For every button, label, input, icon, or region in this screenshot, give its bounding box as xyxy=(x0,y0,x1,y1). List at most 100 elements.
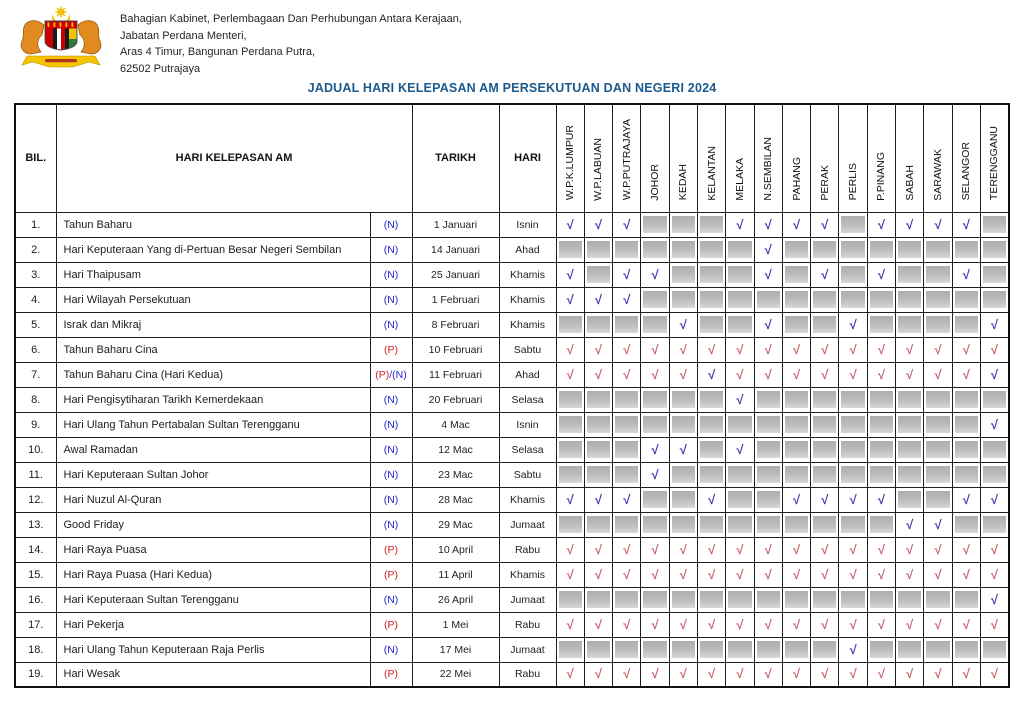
no-holiday-marker xyxy=(982,641,1006,658)
state-cell-johor xyxy=(640,211,670,238)
state-cell-w-p-putrajaya xyxy=(612,461,642,488)
check-mark-icon: √ xyxy=(792,566,801,582)
check-mark-icon: √ xyxy=(877,266,885,282)
check-mark-icon: √ xyxy=(708,566,716,582)
address-line-2: Jabatan Perdana Menteri, xyxy=(120,29,247,42)
state-cell-kelantan xyxy=(696,636,727,663)
state-cell-n-sembilan xyxy=(753,386,783,413)
check-mark-icon: √ xyxy=(679,566,687,582)
row-number: 16. xyxy=(14,586,57,613)
state-cell-p-pinang: √ xyxy=(866,536,897,563)
state-cell-melaka xyxy=(725,261,755,288)
state-cell-selangor: √ xyxy=(951,611,981,638)
check-mark-icon: √ xyxy=(906,541,914,557)
holiday-name: Hari Ulang Tahun Pertabalan Sultan Teren… xyxy=(55,411,371,438)
state-cell-pahang: √ xyxy=(781,336,812,363)
table-row: 6. Tahun Baharu Cina (P) 10 Februari Sabtu √ √… xyxy=(14,336,1010,363)
no-holiday-marker xyxy=(586,641,611,658)
state-column-label: MELAKA xyxy=(733,157,746,201)
state-cell-perlis: √ xyxy=(838,486,868,513)
check-mark-icon: √ xyxy=(990,416,999,432)
check-mark-icon: √ xyxy=(877,366,885,382)
state-cell-w-p-labuan xyxy=(583,461,614,488)
state-cell-melaka: √ xyxy=(725,436,755,463)
state-cell-terengganu: √ xyxy=(979,336,1010,363)
holiday-date: 11 Februari xyxy=(411,361,500,388)
state-cell-kedah xyxy=(668,461,699,488)
holiday-day: Sabtu xyxy=(498,461,557,488)
col-header-day: HARI xyxy=(498,103,557,213)
check-mark-icon: √ xyxy=(821,541,829,557)
state-cell-w-p-labuan: √ xyxy=(583,286,614,313)
holiday-marker: (N) xyxy=(369,386,413,413)
state-cell-p-pinang: √ xyxy=(866,336,897,363)
state-cell-sabah xyxy=(895,436,925,463)
state-cell-w-p-k-lumpur: √ xyxy=(555,261,585,288)
no-holiday-marker xyxy=(813,516,837,533)
check-mark-icon: √ xyxy=(821,366,829,382)
holiday-date: 4 Mac xyxy=(411,411,500,438)
table-row: 13. Good Friday (N) 29 Mac Jumaat √ √ xyxy=(14,511,1010,538)
state-column-header-selangor: SELANGOR xyxy=(951,103,981,213)
check-mark-icon: √ xyxy=(849,341,857,357)
row-number: 10. xyxy=(14,436,57,463)
no-holiday-marker xyxy=(586,516,611,533)
state-cell-pahang: √ xyxy=(781,661,812,688)
holiday-marker: (N) xyxy=(369,261,413,288)
state-cell-sabah xyxy=(895,636,925,663)
state-cell-terengganu: √ xyxy=(979,586,1010,613)
state-cell-kedah: √ xyxy=(668,561,699,588)
state-cell-johor xyxy=(640,486,670,513)
check-mark-icon: √ xyxy=(566,216,574,232)
no-holiday-marker xyxy=(841,441,865,458)
state-column-header-terengganu: TERENGGANU xyxy=(979,103,1010,213)
no-holiday-marker xyxy=(982,516,1006,533)
state-cell-w-p-k-lumpur xyxy=(555,636,585,663)
state-cell-n-sembilan: √ xyxy=(753,661,783,688)
state-cell-n-sembilan xyxy=(753,586,783,613)
holiday-day: Sabtu xyxy=(498,336,557,363)
no-holiday-marker xyxy=(926,591,950,608)
state-cell-sarawak: √ xyxy=(923,536,953,563)
row-number: 14. xyxy=(14,536,57,563)
check-mark-icon: √ xyxy=(566,291,574,307)
check-mark-icon: √ xyxy=(849,566,857,582)
no-holiday-marker xyxy=(643,491,667,508)
check-mark-icon: √ xyxy=(623,366,631,382)
state-cell-w-p-putrajaya xyxy=(612,411,642,438)
state-cell-sarawak xyxy=(923,461,953,488)
state-cell-kedah: √ xyxy=(668,536,699,563)
state-cell-selangor xyxy=(951,636,981,663)
state-cell-n-sembilan xyxy=(753,486,783,513)
check-mark-icon: √ xyxy=(736,216,744,232)
holiday-day: Ahad xyxy=(498,361,557,388)
check-mark-icon: √ xyxy=(877,216,885,232)
no-holiday-marker xyxy=(700,466,724,483)
check-mark-icon: √ xyxy=(962,541,970,557)
holiday-marker: (N) xyxy=(369,636,413,663)
holiday-date: 29 Mac xyxy=(411,511,500,538)
no-holiday-marker xyxy=(615,591,639,608)
check-mark-icon: √ xyxy=(651,566,659,582)
state-cell-kelantan xyxy=(696,586,727,613)
state-cell-selangor: √ xyxy=(951,486,981,513)
check-mark-icon: √ xyxy=(566,616,574,632)
state-cell-w-p-putrajaya: √ xyxy=(612,336,642,363)
check-mark-icon: √ xyxy=(679,341,687,357)
holiday-date: 26 April xyxy=(411,586,500,613)
marker-n: (N) xyxy=(383,293,399,306)
state-cell-kelantan: √ xyxy=(696,661,727,688)
state-cell-perlis: √ xyxy=(838,561,868,588)
holiday-marker: (N) xyxy=(369,211,413,238)
check-mark-icon: √ xyxy=(623,216,631,232)
state-cell-johor xyxy=(640,411,670,438)
no-holiday-marker xyxy=(700,591,724,608)
state-column-label: W.P.K.LUMPUR xyxy=(564,125,577,201)
check-mark-icon: √ xyxy=(566,366,574,382)
state-cell-sarawak: √ xyxy=(923,211,953,238)
no-holiday-marker xyxy=(982,391,1006,408)
state-cell-w-p-k-lumpur xyxy=(555,311,585,338)
holiday-marker: (P) xyxy=(369,661,413,688)
state-cell-terengganu xyxy=(979,386,1010,413)
state-column-label: PERAK xyxy=(818,164,831,201)
